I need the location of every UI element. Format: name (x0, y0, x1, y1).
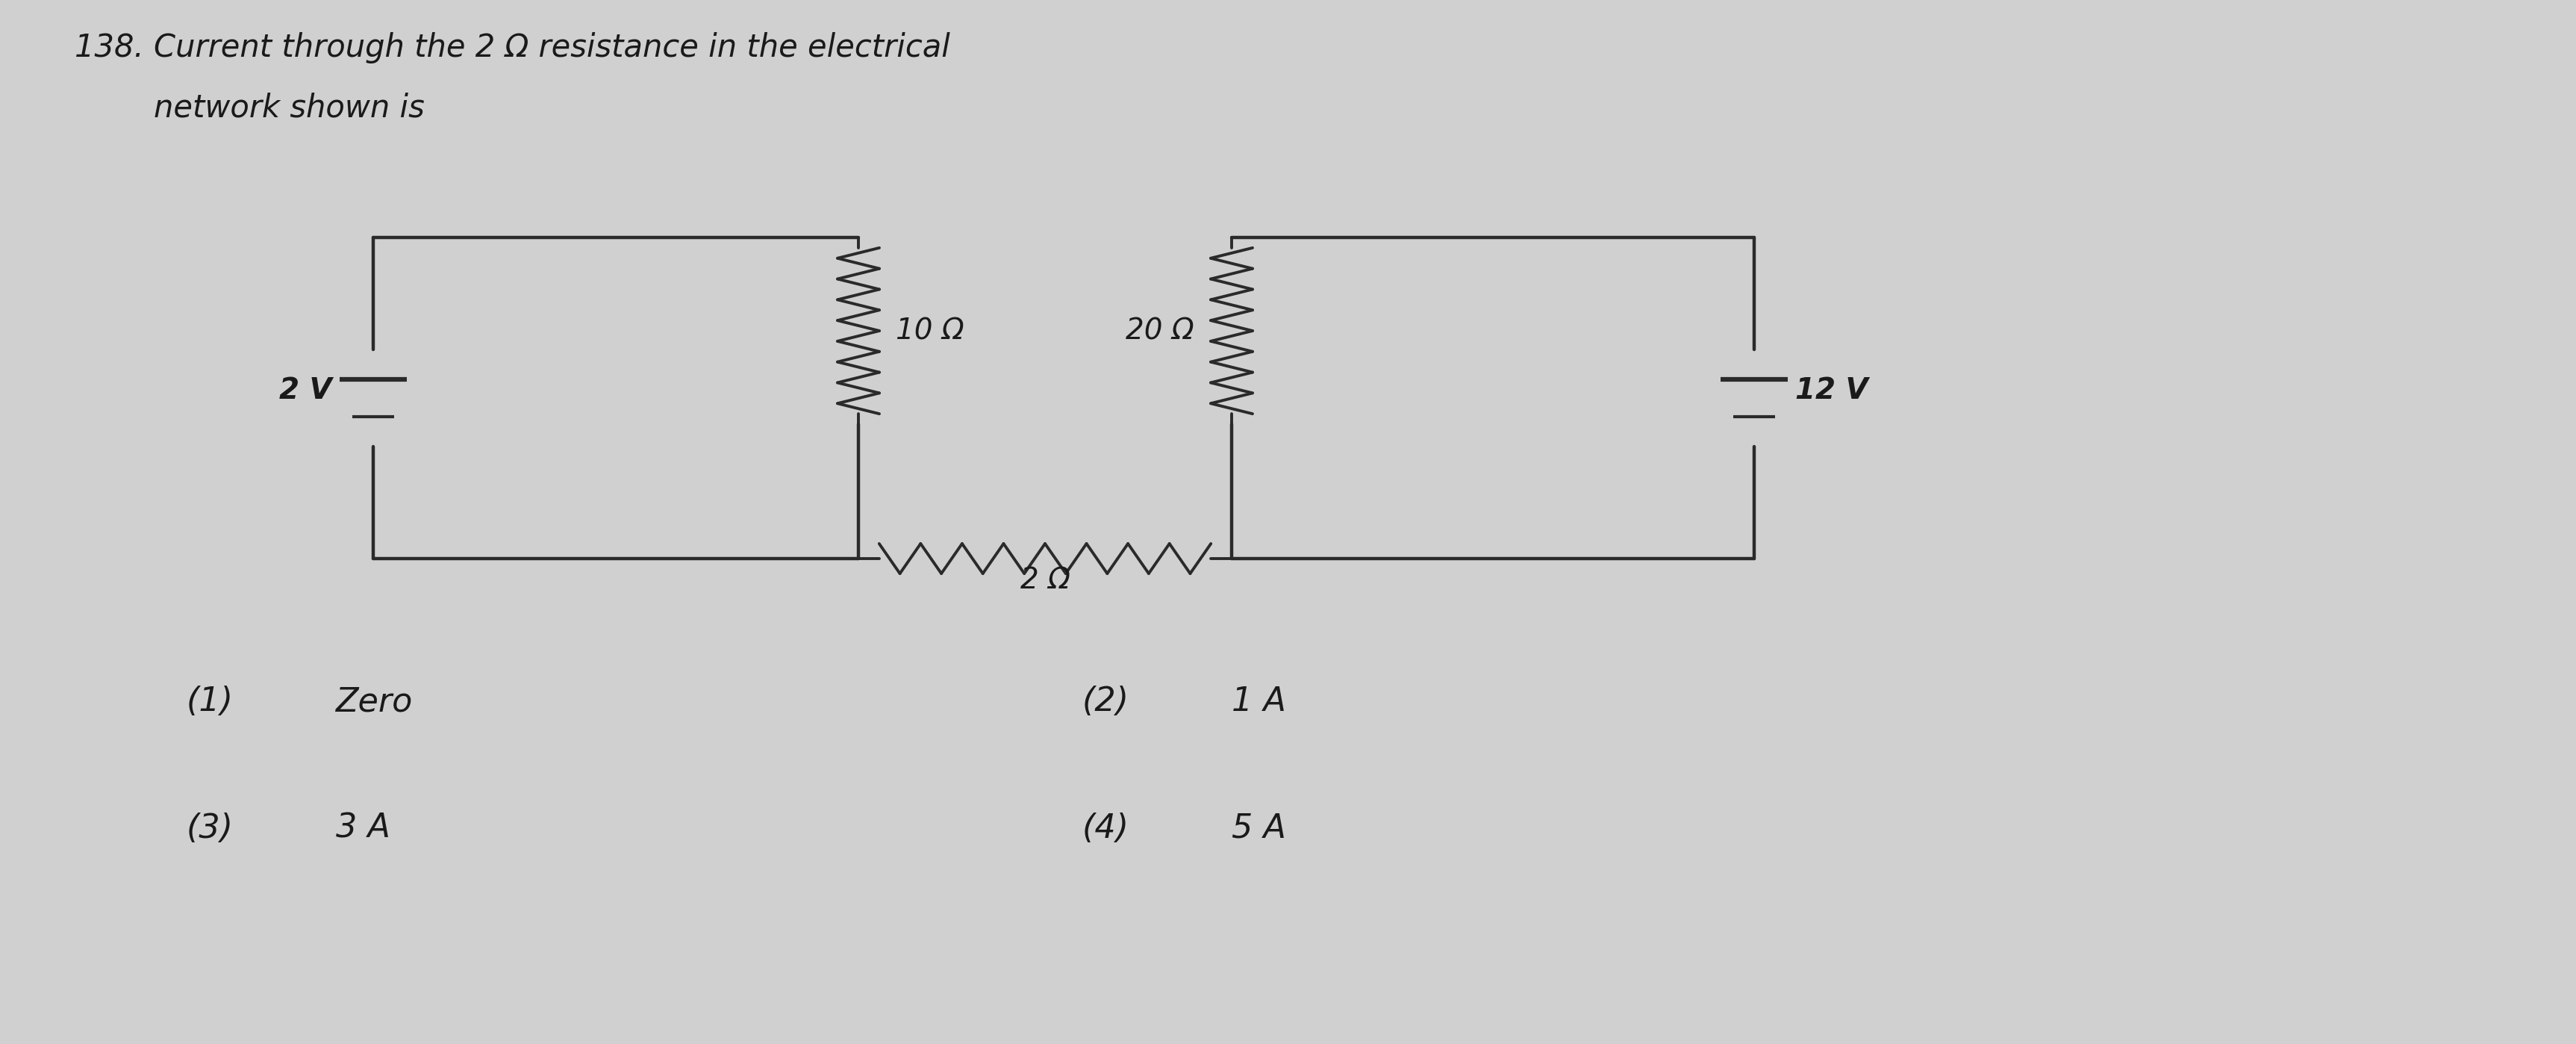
Text: (1): (1) (185, 686, 234, 717)
Text: 3 A: 3 A (335, 812, 392, 845)
Text: 138. Current through the 2 Ω resistance in the electrical: 138. Current through the 2 Ω resistance … (75, 32, 951, 64)
Text: (3): (3) (185, 812, 234, 845)
Text: 12 V: 12 V (1795, 377, 1868, 405)
Text: network shown is: network shown is (75, 92, 425, 123)
Text: (4): (4) (1082, 812, 1128, 845)
Text: 2 V: 2 V (278, 377, 332, 405)
Text: (2): (2) (1082, 686, 1128, 717)
Text: 20 Ω: 20 Ω (1126, 316, 1195, 345)
Text: 1 A: 1 A (1231, 686, 1285, 717)
Text: Zero: Zero (335, 686, 412, 717)
Text: 10 Ω: 10 Ω (896, 316, 963, 345)
Text: 5 A: 5 A (1231, 812, 1285, 845)
Text: 2 Ω: 2 Ω (1020, 566, 1069, 594)
